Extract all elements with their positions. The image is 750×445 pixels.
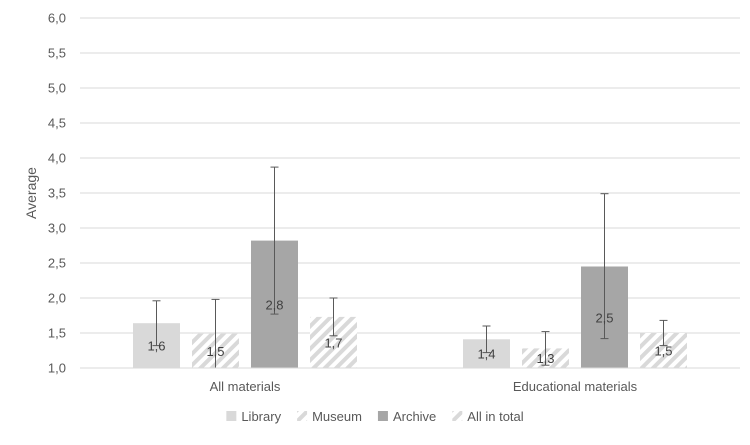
legend-item: Library [226,409,282,424]
error-bar [482,325,491,354]
y-axis-title: Average [23,167,39,219]
data-label: 1,5 [206,344,224,359]
error-bar [659,319,668,347]
error-bar [600,193,609,340]
legend-label: Archive [393,409,436,424]
y-tick-label: 4,5 [48,116,66,131]
legend: Library Museum Archive All in total [226,409,524,424]
category-labels: All materials Educational materials [210,379,638,394]
y-tick-label: 3,0 [48,221,66,236]
data-label: 1,7 [324,335,342,350]
legend-swatch [452,411,463,421]
y-tick-label: 5,0 [48,81,66,96]
y-tick-label: 1,0 [48,361,66,376]
legend-label: Museum [312,409,362,424]
y-tick-label: 3,5 [48,186,66,201]
data-labels: 1,6 1,5 2,8 1,7 1,4 1,3 2,5 1,5 [147,297,672,366]
error-bar [329,297,338,337]
legend-swatch [297,411,308,421]
y-tick-label: 5,5 [48,46,66,61]
x-category-label: Educational materials [513,379,638,394]
legend-label: All in total [467,409,523,424]
legend-item: Museum [297,409,362,424]
legend-swatch [377,411,388,421]
y-tick-label: 2,0 [48,291,66,306]
y-tick-label: 6,0 [48,11,66,26]
legend-item: Archive [377,409,436,424]
error-bar [541,331,550,366]
legend-swatch [226,411,237,421]
data-label: 2,8 [265,297,283,312]
data-label: 1,3 [536,351,554,366]
y-tick-label: 1,5 [48,326,66,341]
y-tick-label: 4,0 [48,151,66,166]
gridlines [80,17,740,334]
data-label: 1,4 [477,347,495,362]
data-label: 1,5 [654,344,672,359]
data-label: 1,6 [147,339,165,354]
y-axis-ticks: 1,0 1,5 2,0 2,5 3,0 3,5 4,0 4,5 5,0 5,5 6,0 [48,11,66,376]
error-bar [270,166,279,315]
legend-item: All in total [452,409,524,424]
y-tick-label: 2,5 [48,256,66,271]
legend-label: Library [241,409,281,424]
data-label: 2,5 [595,310,613,325]
x-category-label: All materials [210,379,281,394]
error-bar [152,300,161,347]
